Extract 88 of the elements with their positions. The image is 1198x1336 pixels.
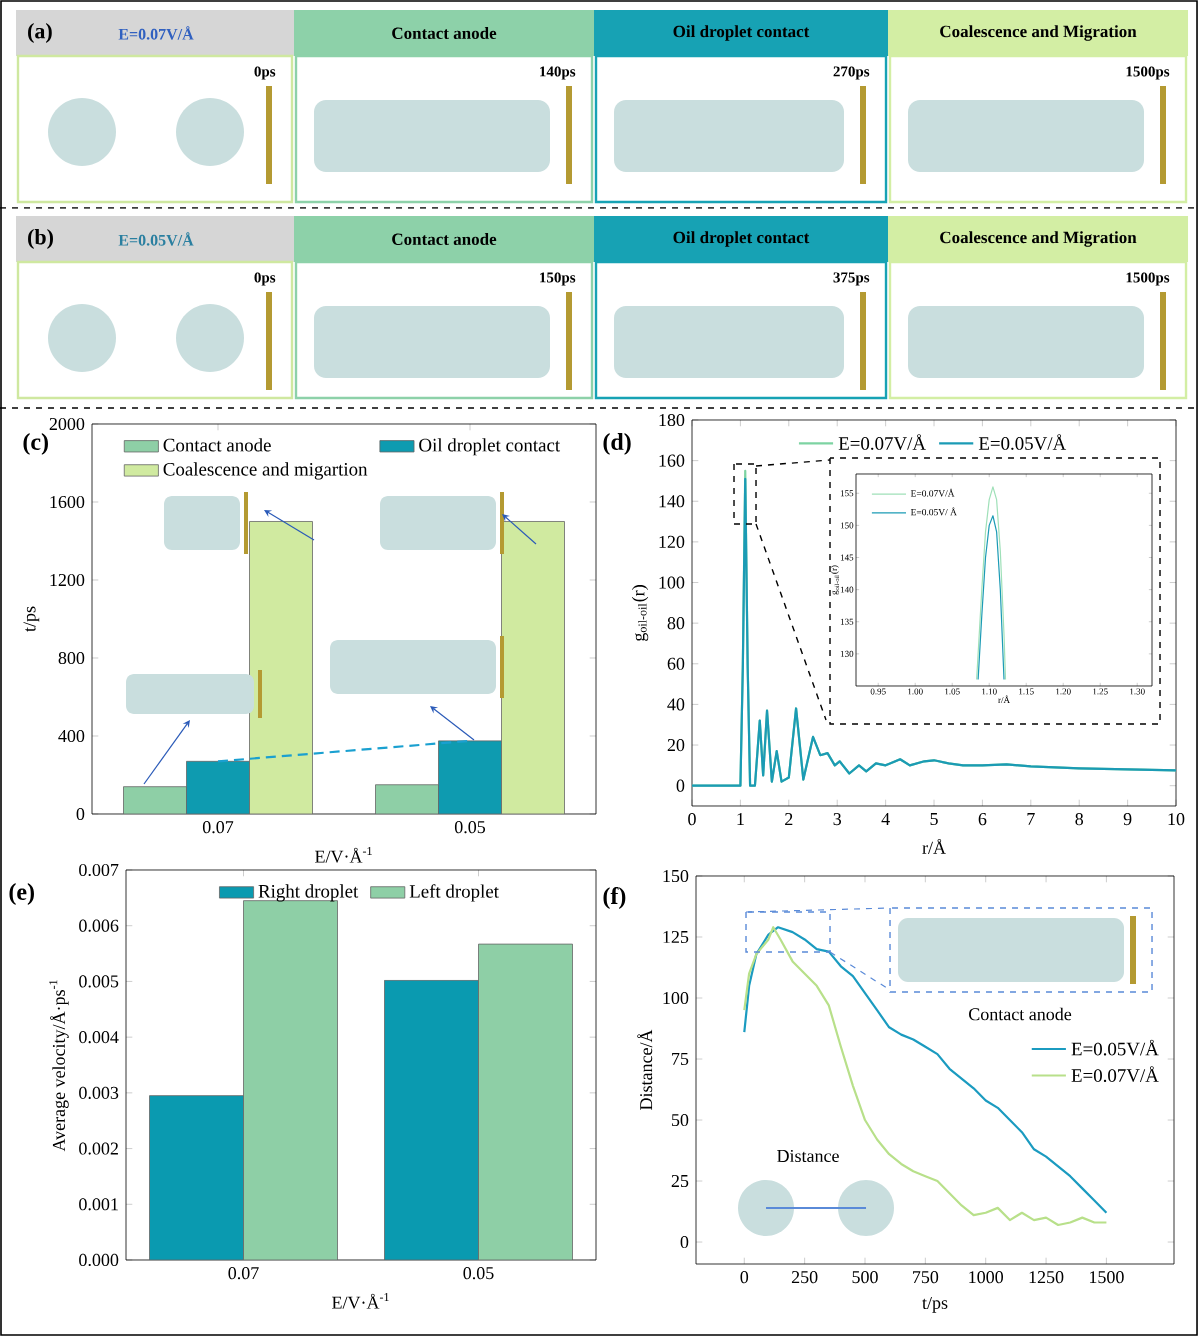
x-axis-title: E/V·Å$^{-1}$ <box>315 847 372 863</box>
y-tick-label: 0 <box>676 779 685 792</box>
y-tick-label: 125 <box>663 930 689 944</box>
y-tick-label: 150 <box>663 869 689 883</box>
legend-label: Oil droplet contact <box>419 438 561 456</box>
y-tick-label: 75 <box>672 1053 689 1066</box>
y-tick-label: 25 <box>671 1174 689 1188</box>
x-tick-label: 3 <box>833 813 842 826</box>
x-tick-label: 2 <box>785 813 793 825</box>
y-tick-label: 2000 <box>49 417 85 431</box>
y-tick-label: 0.005 <box>79 975 119 988</box>
line-series <box>977 515 1005 681</box>
y-tick-label: 100 <box>663 991 689 1005</box>
line-series <box>976 486 1007 681</box>
y-axis-title: Average velocity/Å·ps$^{-1}$ <box>49 980 69 1152</box>
y-tick-label: 0.002 <box>79 1142 118 1155</box>
y-tick-label: 120 <box>659 535 685 548</box>
y-tick-label: 0.000 <box>79 1253 119 1267</box>
text: Oil droplet contact <box>673 25 810 41</box>
y-tick-label: 0.004 <box>79 1031 119 1044</box>
chart-title: (f) <box>603 886 626 909</box>
text: Contact anode <box>392 233 497 245</box>
text: Coalescence and Migration <box>940 25 1137 41</box>
y-tick-label: 40 <box>667 698 685 711</box>
x-tick-label: 10 <box>1168 813 1185 826</box>
x-axis-title: t/ps <box>922 1296 948 1313</box>
y-tick-label: 100 <box>659 576 685 589</box>
x-tick-label: 1 <box>737 813 744 825</box>
y-tick-label: 0.001 <box>79 1198 118 1211</box>
x-tick-label: 7 <box>1027 813 1035 825</box>
text: Oil droplet contact <box>673 231 810 247</box>
x-tick-label: 1000 <box>969 1271 1004 1284</box>
legend-label: E=0.05V/Å <box>978 434 1067 450</box>
legend-label: E=0.05V/Å <box>1071 1039 1159 1056</box>
x-tick-label: 250 <box>791 1271 818 1284</box>
legend-label: E=0.07V/Å <box>1071 1066 1159 1083</box>
x-tick-label: 1250 <box>1029 1271 1064 1284</box>
legend-label: Right droplet <box>258 884 359 902</box>
legend-label: Contact anode <box>163 438 271 452</box>
chart-title: (e) <box>9 883 34 905</box>
x-tick-label: 0.07 <box>228 1267 259 1280</box>
x-tick-label: 9 <box>1123 813 1132 826</box>
annotation: Contact anode <box>969 1007 1072 1021</box>
y-axis-title: t/ps <box>23 606 40 632</box>
x-tick-label: 0.05 <box>463 1267 494 1280</box>
text: Contact anode <box>392 27 497 39</box>
y-tick-label: 0.003 <box>79 1086 119 1099</box>
y-tick-label: 140 <box>659 495 685 508</box>
x-tick-label: 5 <box>930 813 938 826</box>
x-tick-label: 8 <box>1075 813 1084 826</box>
x-axis-title: r/Å <box>922 838 946 854</box>
y-tick-label: 1600 <box>50 495 85 509</box>
y-tick-label: 80 <box>667 617 685 630</box>
bar <box>186 760 250 814</box>
x-tick-label: 6 <box>978 813 987 826</box>
text: Coalescence and Migration <box>940 231 1137 247</box>
y-tick-label: 50 <box>671 1113 689 1127</box>
y-axis-title: Distance/Å <box>637 1029 653 1110</box>
x-tick-label: 0.05 <box>454 821 486 834</box>
y-tick-label: 60 <box>667 657 685 670</box>
x-tick-label: 4 <box>881 813 890 825</box>
bar <box>438 740 502 814</box>
text: (a) <box>28 23 52 43</box>
y-tick-label: 20 <box>667 738 685 752</box>
x-tick-label: 750 <box>913 1271 939 1284</box>
y-tick-label: 0 <box>680 1235 689 1249</box>
x-tick-label: 0 <box>740 1271 749 1284</box>
legend-label: Left droplet <box>409 884 499 902</box>
y-tick-label: 400 <box>58 729 85 743</box>
x-tick-label: 0.07 <box>202 821 234 834</box>
y-tick-label: 0.006 <box>79 919 119 932</box>
text: E=0.07V/Å <box>118 26 194 40</box>
y-axis-title: g$_{oil-oil}$(r) <box>631 585 649 641</box>
legend-label: E=0.07V/Å <box>838 434 926 450</box>
y-tick-label: 160 <box>659 454 685 467</box>
y-tick-label: 800 <box>58 651 85 665</box>
x-tick-label: 1500 <box>1089 1271 1124 1284</box>
y-tick-label: 180 <box>659 413 685 427</box>
x-tick-label: 500 <box>852 1271 878 1284</box>
x-axis-title: E/V·Å$^{-1}$ <box>332 1293 389 1309</box>
y-tick-label: 1200 <box>50 573 85 587</box>
annotation: Distance <box>777 1149 839 1163</box>
y-tick-label: 0.007 <box>79 863 119 877</box>
text: (b) <box>28 229 53 249</box>
chart-title: (d) <box>603 433 631 455</box>
legend-label: Coalescence and migartion <box>163 462 368 480</box>
text: E=0.05V/Å <box>118 232 194 246</box>
chart-title: (c) <box>23 433 48 455</box>
